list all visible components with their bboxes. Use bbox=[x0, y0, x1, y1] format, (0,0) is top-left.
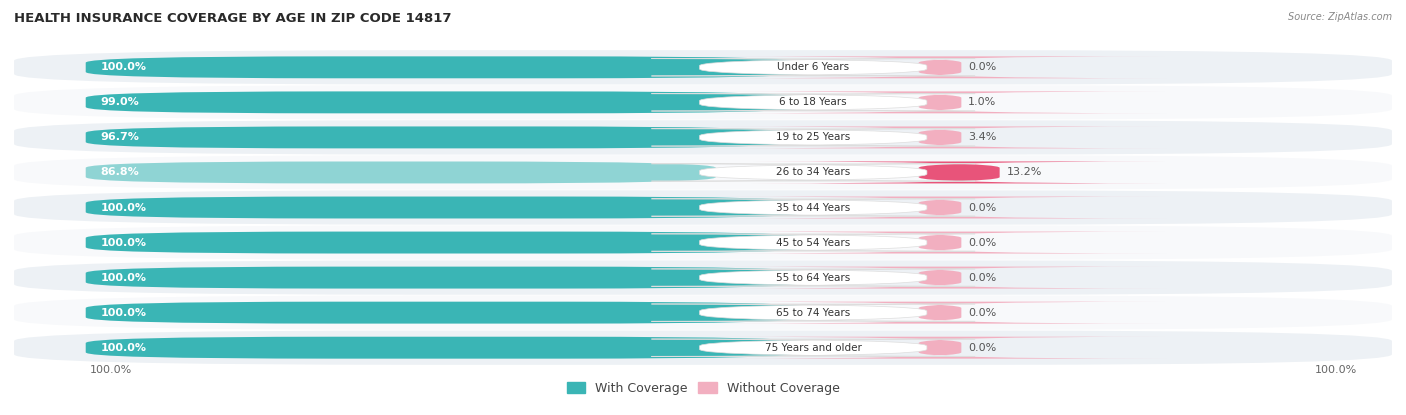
FancyBboxPatch shape bbox=[713, 197, 1167, 218]
Text: 100.0%: 100.0% bbox=[101, 203, 146, 212]
FancyBboxPatch shape bbox=[86, 302, 810, 324]
FancyBboxPatch shape bbox=[86, 232, 810, 254]
Legend: With Coverage, Without Coverage: With Coverage, Without Coverage bbox=[561, 377, 845, 400]
FancyBboxPatch shape bbox=[752, 161, 1167, 183]
FancyBboxPatch shape bbox=[651, 234, 976, 251]
FancyBboxPatch shape bbox=[86, 266, 810, 288]
Text: 19 to 25 Years: 19 to 25 Years bbox=[776, 132, 851, 142]
FancyBboxPatch shape bbox=[651, 129, 976, 146]
Text: 96.7%: 96.7% bbox=[101, 132, 139, 142]
Text: 99.0%: 99.0% bbox=[101, 98, 139, 107]
FancyBboxPatch shape bbox=[713, 56, 1167, 78]
Text: 1.0%: 1.0% bbox=[969, 98, 997, 107]
Text: 6 to 18 Years: 6 to 18 Years bbox=[779, 98, 846, 107]
Text: 55 to 64 Years: 55 to 64 Years bbox=[776, 273, 851, 283]
Text: 75 Years and older: 75 Years and older bbox=[765, 343, 862, 353]
FancyBboxPatch shape bbox=[14, 261, 1392, 295]
FancyBboxPatch shape bbox=[713, 232, 1167, 254]
FancyBboxPatch shape bbox=[86, 91, 803, 113]
Text: HEALTH INSURANCE COVERAGE BY AGE IN ZIP CODE 14817: HEALTH INSURANCE COVERAGE BY AGE IN ZIP … bbox=[14, 12, 451, 25]
Text: 100.0%: 100.0% bbox=[101, 308, 146, 317]
Text: Source: ZipAtlas.com: Source: ZipAtlas.com bbox=[1288, 12, 1392, 22]
Text: 0.0%: 0.0% bbox=[969, 308, 997, 317]
Text: 13.2%: 13.2% bbox=[1007, 168, 1042, 178]
FancyBboxPatch shape bbox=[14, 120, 1392, 154]
FancyBboxPatch shape bbox=[86, 56, 810, 78]
Text: 0.0%: 0.0% bbox=[969, 62, 997, 72]
FancyBboxPatch shape bbox=[651, 304, 976, 321]
FancyBboxPatch shape bbox=[713, 302, 1167, 324]
Text: 3.4%: 3.4% bbox=[969, 132, 997, 142]
FancyBboxPatch shape bbox=[14, 155, 1392, 190]
Text: 45 to 54 Years: 45 to 54 Years bbox=[776, 237, 851, 247]
FancyBboxPatch shape bbox=[713, 266, 1167, 288]
FancyBboxPatch shape bbox=[14, 190, 1392, 225]
Text: 65 to 74 Years: 65 to 74 Years bbox=[776, 308, 851, 317]
Text: 100.0%: 100.0% bbox=[101, 273, 146, 283]
Text: Under 6 Years: Under 6 Years bbox=[778, 62, 849, 72]
FancyBboxPatch shape bbox=[86, 127, 787, 149]
FancyBboxPatch shape bbox=[14, 85, 1392, 120]
FancyBboxPatch shape bbox=[14, 225, 1392, 260]
Text: 0.0%: 0.0% bbox=[969, 203, 997, 212]
Text: 100.0%: 100.0% bbox=[90, 365, 132, 375]
FancyBboxPatch shape bbox=[651, 94, 976, 111]
Text: 100.0%: 100.0% bbox=[1315, 365, 1358, 375]
Text: 100.0%: 100.0% bbox=[101, 62, 146, 72]
Text: 35 to 44 Years: 35 to 44 Years bbox=[776, 203, 851, 212]
FancyBboxPatch shape bbox=[651, 164, 976, 181]
Text: 0.0%: 0.0% bbox=[969, 273, 997, 283]
FancyBboxPatch shape bbox=[651, 59, 976, 76]
Text: 100.0%: 100.0% bbox=[101, 343, 146, 353]
FancyBboxPatch shape bbox=[86, 161, 716, 183]
FancyBboxPatch shape bbox=[86, 337, 810, 359]
Text: 26 to 34 Years: 26 to 34 Years bbox=[776, 168, 851, 178]
FancyBboxPatch shape bbox=[14, 50, 1392, 85]
Text: 0.0%: 0.0% bbox=[969, 237, 997, 247]
FancyBboxPatch shape bbox=[651, 199, 976, 216]
FancyBboxPatch shape bbox=[651, 269, 976, 286]
FancyBboxPatch shape bbox=[86, 197, 810, 218]
FancyBboxPatch shape bbox=[713, 127, 1167, 149]
Text: 0.0%: 0.0% bbox=[969, 343, 997, 353]
Text: 100.0%: 100.0% bbox=[101, 237, 146, 247]
FancyBboxPatch shape bbox=[713, 91, 1167, 113]
FancyBboxPatch shape bbox=[651, 339, 976, 356]
FancyBboxPatch shape bbox=[14, 330, 1392, 365]
FancyBboxPatch shape bbox=[14, 295, 1392, 330]
FancyBboxPatch shape bbox=[713, 337, 1167, 359]
Text: 86.8%: 86.8% bbox=[101, 168, 139, 178]
